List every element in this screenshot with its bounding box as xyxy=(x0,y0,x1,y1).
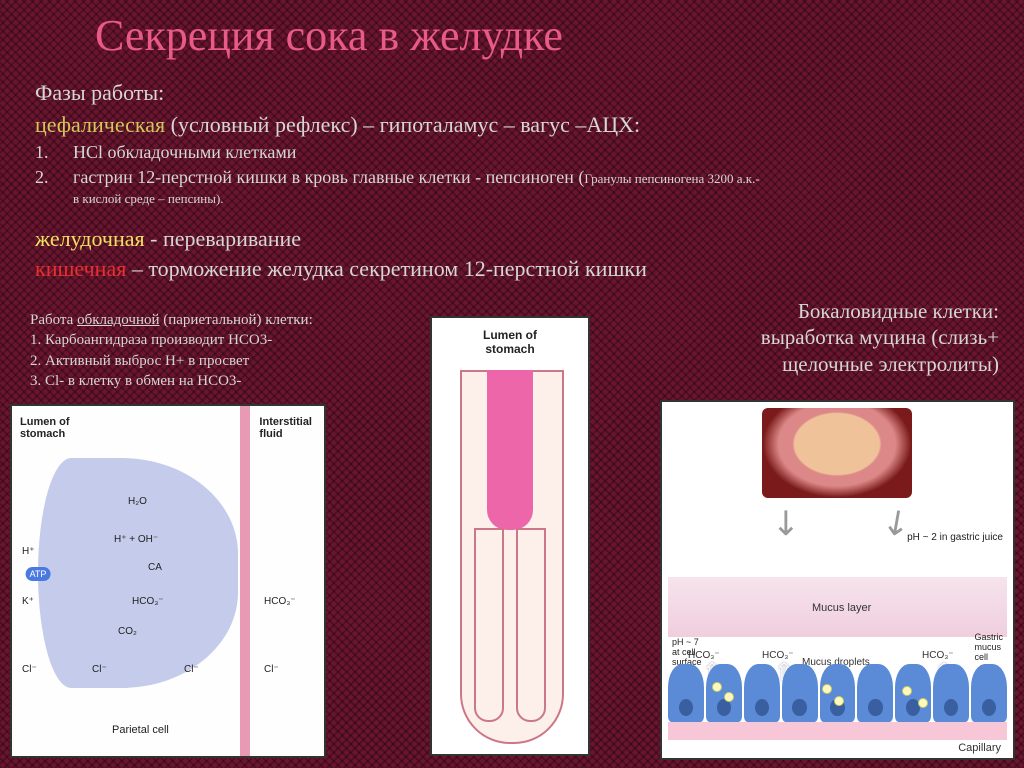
cephalic-rest: (условный рефлекс) – гипоталамус – вагус… xyxy=(165,112,640,137)
pw-line-3: 2. Активный выброс Н+ в просвет xyxy=(30,351,313,371)
d3-droplet xyxy=(724,692,734,702)
d1-cl-in: Cl⁻ xyxy=(92,664,107,675)
cephalic-list: 1.HCl обкладочными клетками 2.гастрин 12… xyxy=(35,140,760,209)
d1-membrane xyxy=(240,406,250,756)
intestinal-white: – торможение желудка секретином 12-перст… xyxy=(126,256,647,281)
pw-line-2: 1. Карбоангидраза производит HCO3- xyxy=(30,330,313,350)
goblet-l2: выработка муцина (слизь+ xyxy=(761,324,999,350)
d1-cl-left: Cl⁻ xyxy=(22,664,37,675)
d3-mucus-label: Mucus layer xyxy=(812,602,871,614)
d3-cell xyxy=(744,664,780,722)
d1-ca: CA xyxy=(148,562,162,573)
goblet-cells-text: Бокаловидные клетки: выработка муцина (с… xyxy=(761,298,999,377)
gastric-phase: желудочная - переваривание xyxy=(35,226,301,252)
list-row-1: 1.HCl обкладочными клетками xyxy=(35,140,760,165)
d3-arrow-left: ↘ xyxy=(762,498,810,546)
d3-ph7-1: pH ~ 7 xyxy=(672,637,702,647)
d2-gland-right xyxy=(516,528,546,722)
d3-cells-row xyxy=(668,664,1007,722)
d3-cell xyxy=(971,664,1007,722)
d3-gc-3: cell xyxy=(974,652,1003,662)
list-item-2a: гастрин 12-перстной кишки в кровь главны… xyxy=(73,167,584,187)
d1-hco3-out: HCO₃⁻ xyxy=(264,596,296,607)
d1-parietal-label: Parietal cell xyxy=(112,724,169,736)
d3-droplet xyxy=(822,684,832,694)
d3-cell xyxy=(668,664,704,722)
gastric-pit-diagram: Lumen of stomach xyxy=(430,316,590,756)
pw-line-1: Работа обкладочной (париетальной) клетки… xyxy=(30,310,313,330)
goblet-l3: щелочные электролиты) xyxy=(761,351,999,377)
d1-lumen-2: stomach xyxy=(20,428,70,440)
d3-cell xyxy=(857,664,893,722)
d2-pit-lumen xyxy=(487,370,533,530)
phases-heading: Фазы работы: xyxy=(35,80,164,106)
d1-cl-out: Cl⁻ xyxy=(264,664,279,675)
intestinal-red: кишечная xyxy=(35,256,126,281)
pw-l1u: обкладочной xyxy=(77,312,159,328)
parietal-cell-diagram: Lumen of stomach Interstitial fluid ATP … xyxy=(10,404,326,758)
pw-line-4: 3. Cl- в клетку в обмен на HCO3- xyxy=(30,371,313,391)
list-num-1: 1. xyxy=(35,140,73,165)
d1-atp-label: ATP xyxy=(26,567,51,581)
d3-droplet xyxy=(902,686,912,696)
d3-gc-2: mucus xyxy=(974,642,1003,652)
intestinal-phase: кишечная – торможение желудка секретином… xyxy=(35,256,647,282)
cephalic-phase: цефалическая (условный рефлекс) – гипота… xyxy=(35,112,640,138)
d2-lumen: Lumen of stomach xyxy=(432,328,588,356)
d2-lumen-1: Lumen of xyxy=(432,328,588,342)
slide-title: Секреция сока в желудке xyxy=(95,10,563,61)
d3-cell xyxy=(706,664,742,722)
d3-ph2-label: pH ~ 2 in gastric juice xyxy=(907,532,1003,543)
list-num-2: 2. xyxy=(35,165,73,190)
pw-l1a: Работа xyxy=(30,312,77,328)
d2-gland-left xyxy=(474,528,504,722)
pw-l1b: (париетальной) клетки: xyxy=(160,312,313,328)
slide-content: Секреция сока в желудке Фазы работы: цеф… xyxy=(0,0,1024,768)
d1-h-label: H⁺ xyxy=(22,546,35,557)
list-row-2: 2.гастрин 12-перстной кишки в кровь глав… xyxy=(35,165,760,190)
d1-co2: CO₂ xyxy=(118,626,137,637)
d1-inter-1: Interstitial xyxy=(259,416,312,428)
d1-cl-r: Cl⁻ xyxy=(184,664,199,675)
d2-lumen-2: stomach xyxy=(432,342,588,356)
d3-droplet xyxy=(834,696,844,706)
d1-inter-2: fluid xyxy=(259,428,312,440)
goblet-l1: Бокаловидные клетки: xyxy=(761,298,999,324)
d1-cell-shape xyxy=(38,458,238,688)
d3-basement xyxy=(668,722,1007,740)
mucus-diagram: ↘ ↘ pH ~ 2 in gastric juice Mucus layer … xyxy=(660,400,1015,760)
list-item-2b: в кислой среде – пепсины). xyxy=(73,190,760,208)
d3-cell xyxy=(782,664,818,722)
gastric-yellow: желудочная xyxy=(35,226,145,251)
d1-h2o: H₂O xyxy=(128,496,147,507)
d3-droplet xyxy=(918,698,928,708)
d3-cell xyxy=(933,664,969,722)
d3-droplet xyxy=(712,682,722,692)
d1-lumen-label: Lumen of stomach xyxy=(20,416,70,440)
d1-hco3-in: HCO₃⁻ xyxy=(132,596,164,607)
d3-stomach-inset xyxy=(762,408,912,498)
d1-lumen-1: Lumen of xyxy=(20,416,70,428)
d1-interstitial-label: Interstitial fluid xyxy=(259,416,312,440)
d3-capillary-label: Capillary xyxy=(958,742,1001,754)
d3-gastric-cell-label: Gastric mucus cell xyxy=(974,632,1003,662)
gastric-white: - переваривание xyxy=(145,226,301,251)
d3-cell xyxy=(895,664,931,722)
list-item-1: HCl обкладочными клетками xyxy=(73,142,296,162)
list-item-2-small: Гранулы пепсиногена 3200 а.к.- xyxy=(584,171,759,186)
cephalic-yellow: цефалическая xyxy=(35,112,165,137)
d1-k-label: K⁺ xyxy=(22,596,34,607)
d1-hoh: H⁺ + OH⁻ xyxy=(114,534,158,545)
parietal-work-text: Работа обкладочной (париетальной) клетки… xyxy=(30,310,313,391)
d3-gc-1: Gastric xyxy=(974,632,1003,642)
